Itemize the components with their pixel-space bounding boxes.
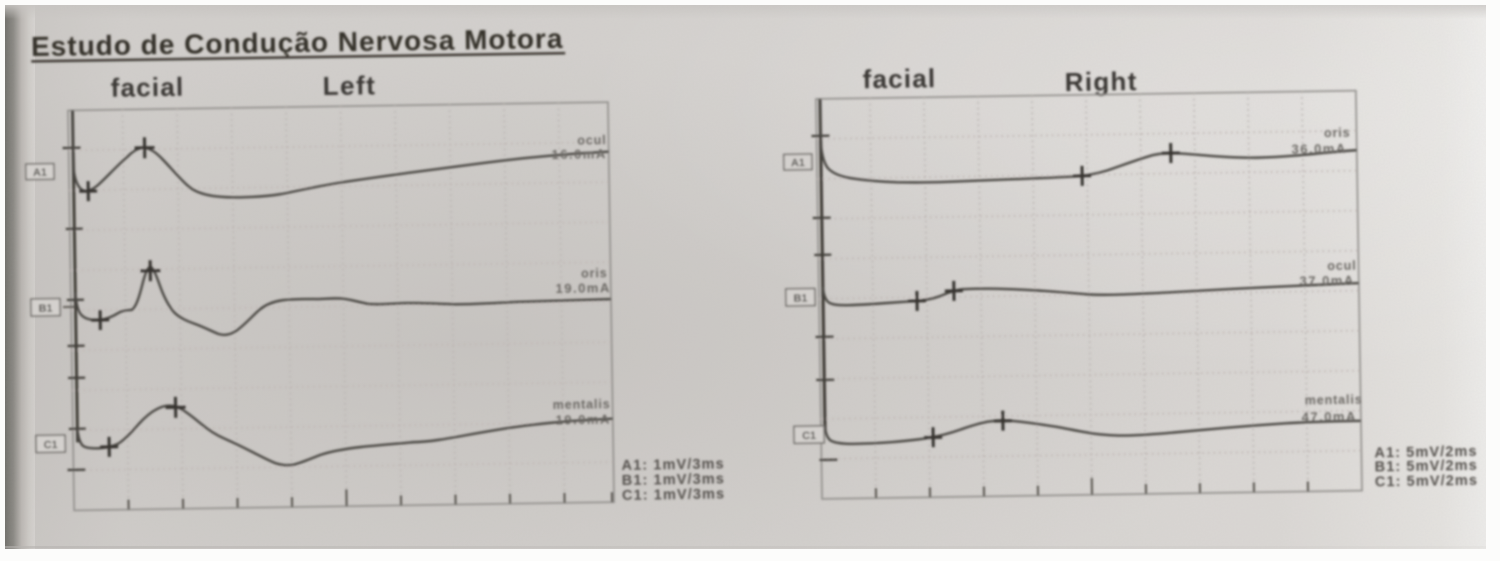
svg-text:B1: 5mV/2ms: B1: 5mV/2ms [1375,458,1478,476]
svg-text:Right: Right [1064,66,1137,97]
svg-text:A1: A1 [33,167,47,179]
svg-text:oris: oris [1324,126,1351,140]
svg-text:C1: 5mV/2ms: C1: 5mV/2ms [1375,473,1478,491]
svg-text:facial: facial [110,72,184,103]
svg-text:19.0mA: 19.0mA [555,412,610,428]
svg-text:B1: 1mV/3ms: B1: 1mV/3ms [622,471,725,489]
svg-text:36.0mA: 36.0mA [1291,141,1346,157]
svg-text:B1: B1 [793,292,807,304]
svg-text:facial: facial [862,63,936,94]
svg-text:B1: B1 [38,303,52,315]
svg-text:16.0mA: 16.0mA [551,146,606,162]
svg-text:mentalis: mentalis [1305,393,1363,408]
svg-text:C1: 1mV/3ms: C1: 1mV/3ms [622,486,725,504]
svg-text:ocul: ocul [1327,259,1357,273]
svg-text:37.0mA: 37.0mA [1299,273,1354,289]
svg-text:oris: oris [581,266,608,280]
svg-text:mentalis: mentalis [553,397,611,412]
svg-text:A1: 1mV/3ms: A1: 1mV/3ms [621,456,724,474]
svg-text:ocul: ocul [577,133,607,147]
svg-text:19.0mA: 19.0mA [555,280,610,296]
svg-text:C1: C1 [802,430,816,442]
svg-text:47.0mA: 47.0mA [1301,409,1356,425]
svg-text:Left: Left [322,70,376,101]
svg-text:A1: 5mV/2ms: A1: 5mV/2ms [1374,444,1477,462]
svg-text:C1: C1 [44,439,58,451]
svg-text:A1: A1 [791,157,805,169]
